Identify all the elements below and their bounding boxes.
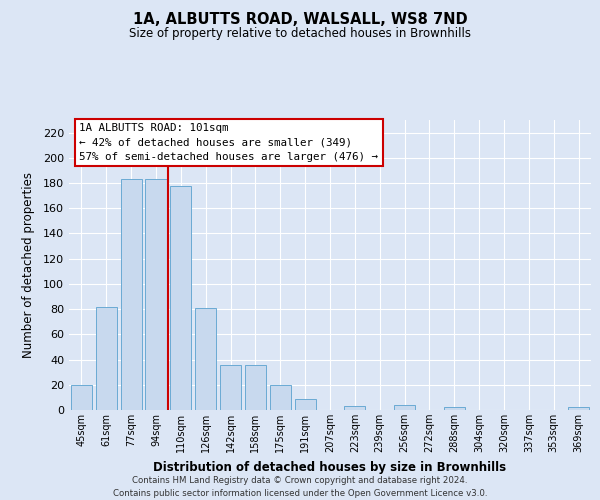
Bar [270, 385, 291, 410]
Bar [394, 405, 415, 410]
Bar [121, 180, 142, 410]
Bar [245, 364, 266, 410]
Bar [295, 398, 316, 410]
Bar [220, 364, 241, 410]
Text: 1A, ALBUTTS ROAD, WALSALL, WS8 7ND: 1A, ALBUTTS ROAD, WALSALL, WS8 7ND [133, 12, 467, 28]
Bar [195, 308, 216, 410]
Bar [344, 406, 365, 410]
Bar [71, 385, 92, 410]
Bar [145, 180, 167, 410]
Bar [444, 408, 465, 410]
Text: Size of property relative to detached houses in Brownhills: Size of property relative to detached ho… [129, 28, 471, 40]
X-axis label: Distribution of detached houses by size in Brownhills: Distribution of detached houses by size … [154, 460, 506, 473]
Text: Contains HM Land Registry data © Crown copyright and database right 2024.
Contai: Contains HM Land Registry data © Crown c… [113, 476, 487, 498]
Bar [170, 186, 191, 410]
Bar [568, 408, 589, 410]
Bar [96, 306, 117, 410]
Y-axis label: Number of detached properties: Number of detached properties [22, 172, 35, 358]
Text: 1A ALBUTTS ROAD: 101sqm
← 42% of detached houses are smaller (349)
57% of semi-d: 1A ALBUTTS ROAD: 101sqm ← 42% of detache… [79, 123, 379, 162]
